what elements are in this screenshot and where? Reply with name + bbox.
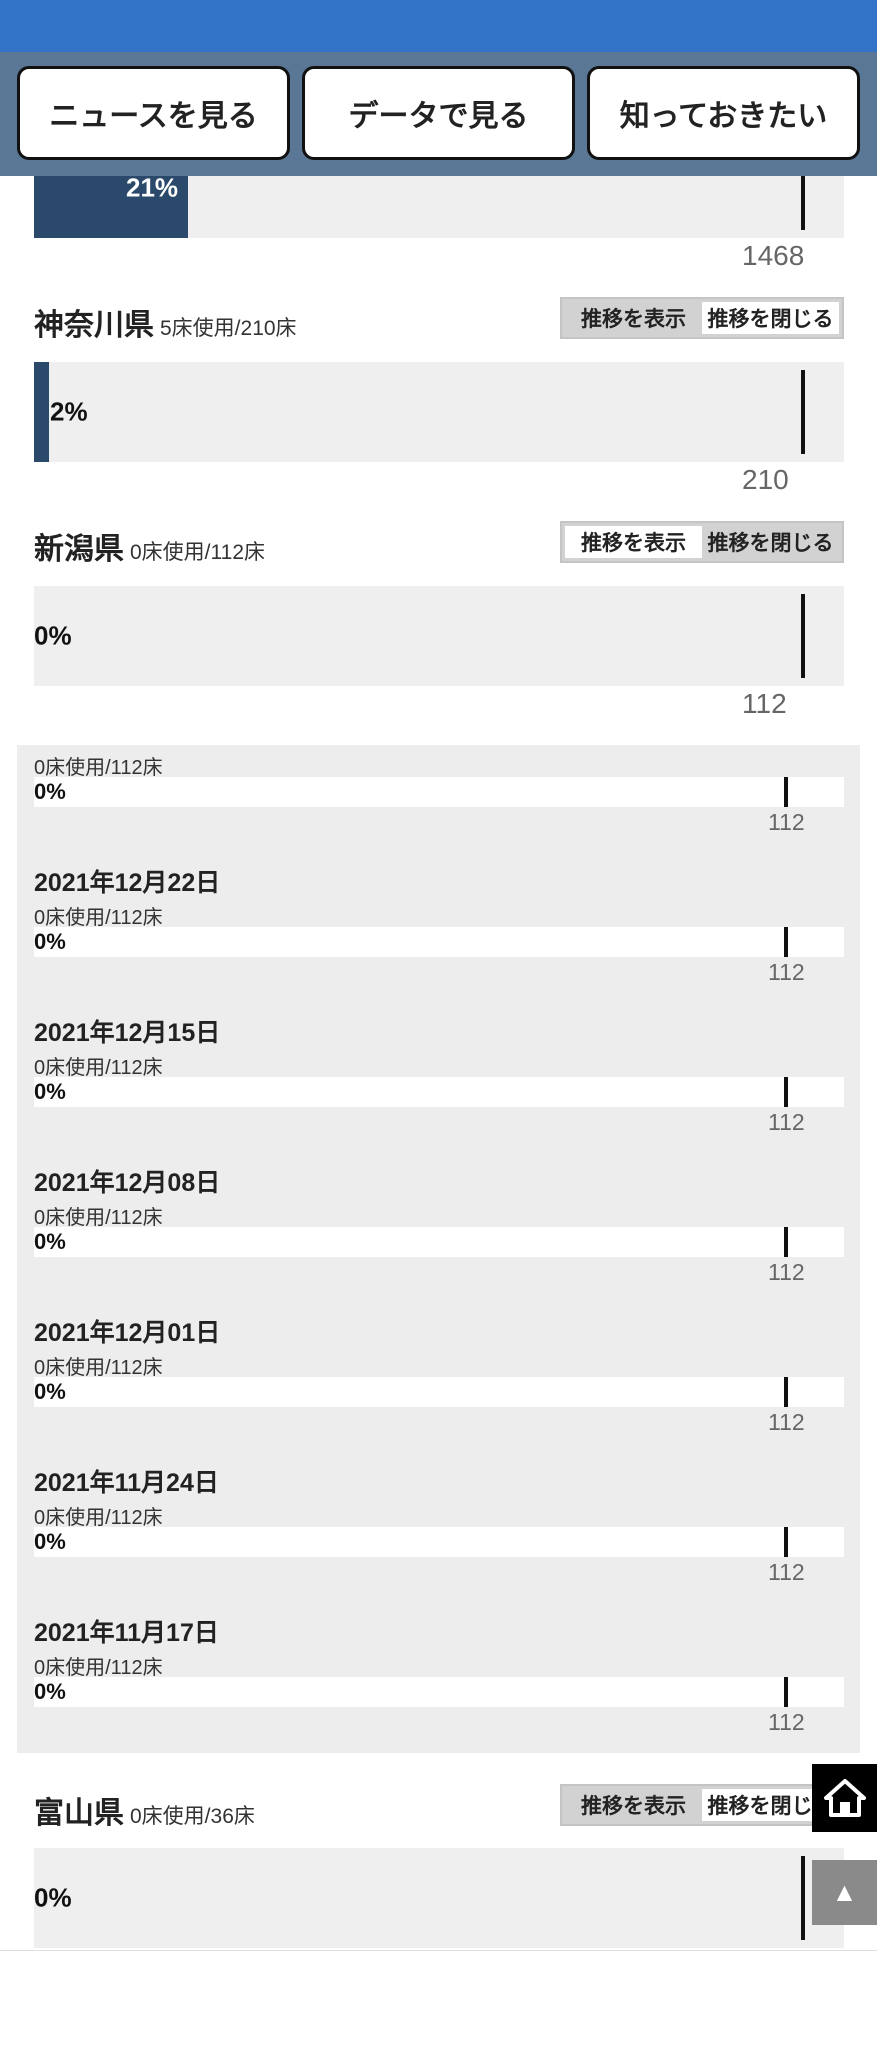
trend-history-entry: 2021年11月24日 0床使用/112床 0% 112 bbox=[34, 1463, 844, 1613]
trend-history-entry: 2021年12月08日 0床使用/112床 0% 112 bbox=[34, 1163, 844, 1313]
pref-name: 富山県 bbox=[34, 1797, 124, 1830]
bar-percent: 0% bbox=[34, 1679, 66, 1704]
bar-max-value: 112 bbox=[768, 1259, 805, 1285]
history-bed-usage: 0床使用/112床 bbox=[34, 757, 163, 779]
history-date: 2021年12月08日 bbox=[34, 1169, 221, 1197]
bar-max-value: 112 bbox=[768, 1409, 805, 1435]
bar-percent: 0% bbox=[34, 620, 72, 651]
bar-max-marker bbox=[784, 1677, 788, 1707]
history-bed-usage: 0床使用/112床 bbox=[34, 1507, 163, 1529]
trend-history-entry: 2021年12月01日 0床使用/112床 0% 112 bbox=[34, 1313, 844, 1463]
history-bar: 0% bbox=[34, 927, 844, 957]
pref-bed-usage: 5床使用/210床 bbox=[160, 317, 297, 340]
pref-bed-usage: 0床使用/112床 bbox=[130, 541, 265, 564]
trend-toggle-niigata: 推移を表示 推移を閉じる bbox=[560, 521, 844, 563]
history-date: 2021年12月22日 bbox=[34, 869, 221, 897]
pref-header-toyama: 富山県 0床使用/36床 bbox=[34, 1788, 255, 1832]
bar-max-marker bbox=[801, 146, 805, 230]
history-bed-usage: 0床使用/112床 bbox=[34, 1207, 163, 1229]
history-bar: 0% bbox=[34, 1077, 844, 1107]
bar-fill bbox=[34, 362, 49, 462]
history-bar: 0% bbox=[34, 1527, 844, 1557]
close-trend-button[interactable]: 推移を閉じる bbox=[707, 532, 834, 555]
bar-max-marker bbox=[784, 1077, 788, 1107]
trend-toggle-toyama: 推移を表示 推移を閉じる bbox=[560, 1784, 844, 1826]
bar-max-marker bbox=[784, 1377, 788, 1407]
bar-max-value: 112 bbox=[768, 1109, 805, 1135]
bar-max-marker bbox=[801, 1856, 805, 1940]
bar-percent: 0% bbox=[34, 1529, 66, 1554]
history-bar: 0% bbox=[34, 1677, 844, 1707]
home-button[interactable] bbox=[812, 1764, 877, 1832]
bar-percent: 0% bbox=[34, 1379, 66, 1404]
footer-divider bbox=[0, 1950, 877, 1951]
bar-max-value: 112 bbox=[742, 688, 787, 719]
toyama-bar: 0% bbox=[34, 1848, 844, 1948]
pref-header-niigata: 新潟県 0床使用/112床 bbox=[34, 524, 265, 568]
history-bed-usage: 0床使用/112床 bbox=[34, 1657, 163, 1679]
pref-header-kanagawa: 神奈川県 5床使用/210床 bbox=[34, 300, 297, 344]
history-date: 2021年12月29日 bbox=[34, 745, 220, 749]
show-trend-button[interactable]: 推移を表示 bbox=[565, 526, 702, 558]
bar-percent: 0% bbox=[34, 1882, 72, 1913]
bar-percent: 2% bbox=[50, 396, 88, 427]
scroll-top-button[interactable]: ▲ bbox=[812, 1860, 877, 1925]
show-trend-button[interactable]: 推移を表示 bbox=[581, 308, 686, 331]
bar-percent: 0% bbox=[34, 779, 66, 804]
bar-percent: 0% bbox=[34, 929, 66, 954]
bar-max-value: 210 bbox=[742, 464, 789, 495]
news-nav-button[interactable]: ニュースを見る bbox=[17, 66, 290, 160]
bar-max-value: 112 bbox=[768, 809, 805, 835]
bar-max-value: 112 bbox=[768, 959, 805, 985]
home-icon bbox=[823, 1779, 866, 1817]
trend-toggle-kanagawa: 推移を表示 推移を閉じる bbox=[560, 297, 844, 339]
bar-max-marker bbox=[784, 927, 788, 957]
history-bed-usage: 0床使用/112床 bbox=[34, 1057, 163, 1079]
bar-percent: 21% bbox=[126, 172, 179, 203]
pref-name: 新潟県 bbox=[34, 533, 124, 566]
bar-max-marker bbox=[784, 777, 788, 807]
history-bar: 0% bbox=[34, 777, 844, 807]
arrow-up-icon: ▲ bbox=[831, 1877, 858, 1907]
history-date: 2021年12月01日 bbox=[34, 1319, 221, 1347]
bar-max-value: 1468 bbox=[742, 240, 805, 271]
bar-percent: 0% bbox=[34, 1079, 66, 1104]
history-bed-usage: 0床使用/112床 bbox=[34, 907, 163, 929]
history-date: 2021年11月17日 bbox=[34, 1619, 219, 1647]
top-header bbox=[0, 0, 877, 52]
trend-history-entry: 2021年12月22日 0床使用/112床 0% 112 bbox=[34, 863, 844, 1013]
pref-name: 神奈川県 bbox=[34, 309, 154, 342]
history-bed-usage: 0床使用/112床 bbox=[34, 1357, 163, 1379]
trend-history-panel[interactable]: 2021年12月29日0床使用/112床0%1122021年12月22日0床使用… bbox=[17, 745, 860, 1753]
history-date: 2021年12月15日 bbox=[34, 1019, 221, 1047]
bar-max-marker bbox=[784, 1227, 788, 1257]
kanagawa-bar: 2% bbox=[34, 362, 844, 462]
history-bar: 0% bbox=[34, 1377, 844, 1407]
pref-bed-usage: 0床使用/36床 bbox=[130, 1805, 255, 1828]
data-nav-button[interactable]: データで見る bbox=[302, 66, 575, 160]
history-date: 2021年11月24日 bbox=[34, 1469, 219, 1497]
trend-history-entry: 2021年12月15日 0床使用/112床 0% 112 bbox=[34, 1013, 844, 1163]
close-trend-button[interactable]: 推移を閉じる bbox=[702, 302, 839, 334]
trend-history-entry: 2021年11月17日 0床使用/112床 0% 112 bbox=[34, 1613, 844, 1753]
bar-max-marker bbox=[801, 594, 805, 678]
nav-strip: ニュースを見る データで見る 知っておきたい bbox=[0, 52, 877, 176]
know-nav-button[interactable]: 知っておきたい bbox=[587, 66, 860, 160]
history-bar: 0% bbox=[34, 1227, 844, 1257]
bar-max-marker bbox=[801, 370, 805, 454]
bar-percent: 0% bbox=[34, 1229, 66, 1254]
bar-max-marker bbox=[784, 1527, 788, 1557]
bar-max-value: 112 bbox=[768, 1559, 805, 1585]
bar-max-value: 112 bbox=[768, 1709, 805, 1735]
show-trend-button[interactable]: 推移を表示 bbox=[581, 1795, 686, 1818]
niigata-bar: 0% bbox=[34, 586, 844, 686]
